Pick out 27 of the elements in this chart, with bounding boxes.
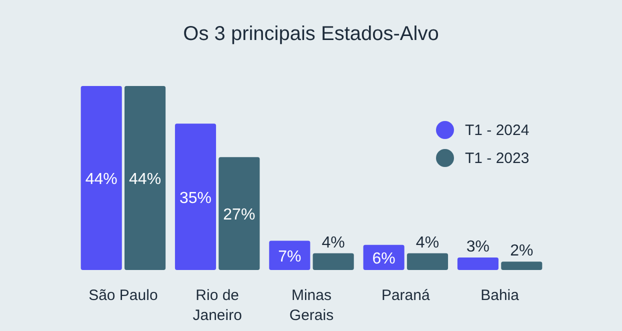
bar [457, 257, 498, 270]
bar [269, 240, 310, 270]
bar [124, 86, 166, 270]
x-tick-label: Bahia [480, 287, 520, 304]
data-label: 35% [179, 190, 212, 207]
data-label: 4% [416, 234, 440, 252]
bar [312, 253, 354, 270]
chart-title: Os 3 principais Estados-Alvo [183, 23, 439, 45]
data-label: 3% [466, 238, 490, 256]
x-tick-label: Rio de Janeiro [192, 287, 242, 324]
bar [406, 253, 448, 270]
bar [80, 86, 122, 270]
bar [174, 124, 216, 270]
x-tick-label: Paraná [381, 287, 430, 304]
legend-label: T1 - 2023 [465, 150, 530, 167]
bar [501, 262, 542, 270]
data-label: 27% [223, 206, 256, 224]
data-label: 7% [278, 248, 302, 266]
data-label: 6% [372, 250, 396, 268]
data-label: 44% [129, 171, 162, 188]
x-tick-label: Minas Gerais [289, 287, 334, 324]
legend-label: T1 - 2024 [465, 122, 530, 139]
data-label: 44% [85, 171, 118, 188]
data-label: 4% [322, 234, 345, 252]
x-tick-label: São Paulo [88, 287, 158, 304]
data-label: 2% [510, 242, 534, 260]
bar [218, 157, 260, 270]
